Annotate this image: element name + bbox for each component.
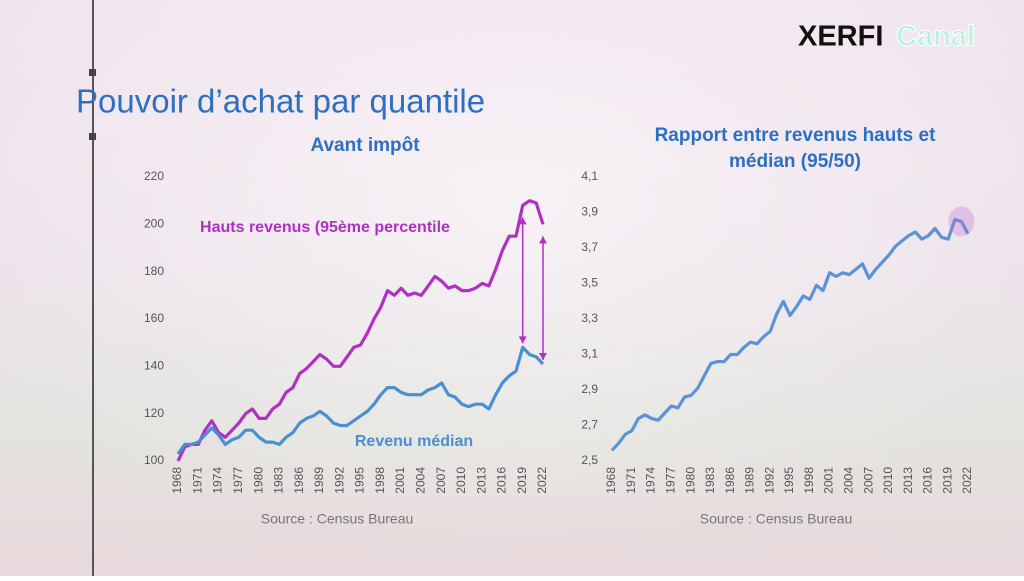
- x-tick-label: 1968: [604, 467, 618, 494]
- x-tick-label: 2013: [901, 467, 915, 494]
- source-note: Source : Census Bureau: [261, 511, 414, 527]
- y-tick-label: 180: [144, 264, 164, 278]
- y-tick-label: 220: [144, 169, 164, 183]
- x-tick-label: 1980: [683, 467, 697, 494]
- x-tick-label: 1986: [723, 467, 737, 494]
- y-tick-label: 3,1: [581, 347, 598, 361]
- arrow-head: [539, 352, 547, 360]
- y-tick-label: 4,1: [581, 169, 598, 183]
- x-tick-label: 1992: [332, 467, 346, 494]
- x-tick-label: 1995: [353, 467, 367, 494]
- x-tick-label: 1977: [664, 467, 678, 494]
- y-tick-label: 3,3: [581, 311, 598, 325]
- x-tick-label: 1983: [272, 467, 286, 494]
- x-tick-label: 2004: [842, 467, 856, 494]
- logo-brand: XERFI: [798, 21, 883, 53]
- x-tick-label: 2004: [414, 467, 428, 494]
- x-tick-label: 1971: [190, 467, 204, 494]
- x-tick-label: 2022: [960, 467, 974, 494]
- x-tick-label: 1980: [251, 467, 265, 494]
- x-tick-label: 2016: [921, 467, 935, 494]
- data-line: [176, 199, 545, 462]
- x-tick-label: 2007: [434, 467, 448, 494]
- x-tick-label: 1989: [743, 467, 757, 494]
- x-tick-label: 2001: [822, 467, 836, 494]
- y-tick-label: 2,9: [581, 382, 598, 396]
- x-tick-label: 1974: [644, 467, 658, 494]
- y-tick-label: 100: [144, 453, 164, 467]
- source-note: Source : Census Bureau: [700, 511, 853, 527]
- series-label: Revenu médian: [355, 433, 473, 450]
- x-tick-label: 1998: [373, 467, 387, 494]
- decor-square: [89, 69, 96, 76]
- x-tick-label: 2001: [393, 467, 407, 494]
- y-tick-label: 140: [144, 359, 164, 373]
- chart-title: Rapport entre revenus hauts et: [655, 125, 937, 146]
- x-tick-label: 1974: [211, 467, 225, 494]
- arrow-head: [518, 217, 527, 225]
- x-tick-label: 2010: [454, 467, 468, 494]
- x-tick-label: 1998: [802, 467, 816, 494]
- y-tick-label: 3,9: [581, 205, 598, 219]
- x-tick-label: 1992: [762, 467, 776, 494]
- x-tick-label: 1983: [703, 467, 717, 494]
- x-tick-label: 2019: [515, 467, 529, 494]
- x-tick-label: 2019: [940, 467, 954, 494]
- y-tick-label: 3,5: [581, 276, 598, 290]
- logo-channel: Canal: [896, 21, 975, 53]
- y-tick-label: 2,7: [581, 418, 598, 432]
- x-tick-label: 1986: [292, 467, 306, 494]
- x-tick-label: 2007: [861, 467, 875, 494]
- page-title: Pouvoir d’achat par quantile: [76, 83, 485, 120]
- y-tick-label: 2,5: [581, 453, 598, 467]
- x-tick-label: 2013: [474, 467, 488, 494]
- chart-title: Avant impôt: [310, 135, 420, 156]
- y-tick-label: 160: [144, 311, 164, 325]
- arrow-head: [539, 236, 547, 244]
- highlight: [948, 206, 975, 237]
- y-tick-label: 200: [144, 217, 164, 231]
- x-tick-label: 2016: [495, 467, 509, 494]
- chart-title: médian (95/50): [729, 151, 861, 172]
- x-tick-label: 2010: [881, 467, 895, 494]
- y-tick-label: 120: [144, 406, 164, 420]
- series-label: Hauts revenus (95ème percentile: [200, 219, 450, 236]
- data-line: [610, 218, 970, 452]
- x-tick-label: 1977: [231, 467, 245, 494]
- arrow-head: [518, 336, 527, 344]
- x-tick-label: 1989: [312, 467, 326, 494]
- decor-square: [89, 133, 96, 140]
- data-line: [176, 345, 545, 455]
- y-tick-label: 3,7: [581, 240, 598, 254]
- x-tick-label: 1971: [624, 467, 638, 494]
- x-tick-label: 1968: [170, 467, 184, 494]
- x-tick-label: 1995: [782, 467, 796, 494]
- x-tick-label: 2022: [535, 467, 549, 494]
